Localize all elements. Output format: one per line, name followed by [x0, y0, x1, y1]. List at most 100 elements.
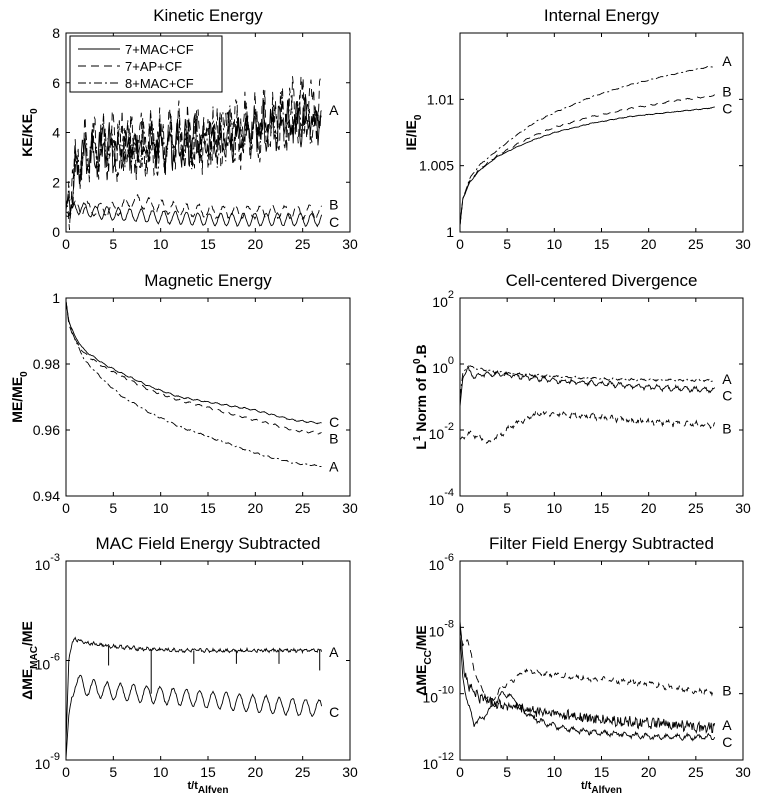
- curve-label-C: C: [722, 387, 732, 403]
- x-tick-label: 30: [735, 500, 751, 516]
- y-tick-label: 8: [52, 25, 60, 41]
- y-tick-label: 1: [446, 224, 454, 240]
- y-tick-label: 2: [52, 174, 60, 190]
- x-tick-label: 20: [248, 236, 264, 252]
- chart-title: Filter Field Energy Subtracted: [489, 534, 714, 553]
- curve-label-B: B: [329, 197, 338, 213]
- curve-label-A: A: [722, 53, 732, 69]
- curve-label-B: B: [722, 420, 731, 436]
- legend-label: 7+AP+CF: [125, 59, 182, 74]
- y-tick-label: 10-8: [429, 618, 454, 639]
- x-axis-label: t/tAlfven: [188, 780, 229, 795]
- series-A-line: [66, 87, 323, 210]
- y-tick-label: 0.96: [33, 422, 60, 438]
- x-tick-label: 20: [248, 500, 264, 516]
- series-A-line: [66, 636, 323, 744]
- y-tick-label: 1: [52, 290, 60, 306]
- x-tick-label: 30: [342, 500, 358, 516]
- x-tick-label: 20: [641, 764, 657, 780]
- panel-2: Internal Energy 0 5 10 15 20 25 30 1 1.005 1.01IE/…: [403, 6, 751, 252]
- curve-label-B: B: [722, 83, 731, 99]
- y-axis-label: L1 Norm of D0.B: [412, 344, 429, 449]
- plot-frame: [459, 560, 744, 761]
- chart-title: Internal Energy: [544, 6, 660, 25]
- x-tick-label: 5: [109, 500, 117, 516]
- series-C-line: [460, 633, 716, 742]
- series-C-line: [66, 674, 323, 759]
- x-tick-label: 5: [109, 236, 117, 252]
- y-tick-label: 100: [432, 355, 454, 376]
- legend-label: 7+MAC+CF: [125, 42, 194, 57]
- x-tick-label: 30: [342, 764, 358, 780]
- x-tick-label: 25: [688, 500, 704, 516]
- series-C-line: [66, 202, 323, 228]
- curve-label-A: A: [722, 717, 732, 733]
- curve-label-C: C: [722, 101, 732, 117]
- panel-5: MAC Field Energy Subtracted 0 5 10 15 20 25 30 1…: [19, 534, 358, 795]
- x-tick-label: 30: [735, 764, 751, 780]
- y-tick-label: 10-9: [35, 751, 60, 772]
- x-tick-label: 30: [342, 236, 358, 252]
- y-tick-label: 0.94: [33, 488, 60, 504]
- x-tick-label: 15: [594, 764, 610, 780]
- x-tick-label: 15: [594, 500, 610, 516]
- x-tick-label: 5: [503, 236, 511, 252]
- y-axis-label: ΔMECC/ME: [413, 625, 434, 695]
- y-tick-label: 0.98: [33, 356, 60, 372]
- legend-label: 8+MAC+CF: [125, 76, 194, 91]
- x-tick-label: 5: [503, 500, 511, 516]
- series-C-line: [460, 366, 716, 407]
- x-tick-label: 15: [200, 764, 216, 780]
- curve-label-C: C: [722, 734, 732, 750]
- y-tick-label: 102: [432, 289, 454, 310]
- series-B-line: [66, 194, 322, 221]
- curve-label-A: A: [329, 102, 339, 118]
- y-tick-label: 10-4: [429, 487, 454, 508]
- series-A-line: [460, 65, 715, 226]
- x-tick-label: 5: [109, 764, 117, 780]
- series-B-line: [460, 408, 716, 444]
- x-tick-label: 20: [248, 764, 264, 780]
- x-tick-label: 15: [200, 236, 216, 252]
- panel-1: Kinetic Energy 0 5 10 15 20 25 30 0 2 4 6 8 KE/KE0 A BC…: [19, 6, 358, 252]
- y-tick-label: 4: [52, 125, 60, 141]
- x-tick-label: 25: [688, 764, 704, 780]
- y-tick-label: 10-2: [429, 421, 454, 442]
- chart-title: Cell-centered Divergence: [506, 271, 698, 290]
- x-tick-label: 30: [735, 236, 751, 252]
- series-B-line: [460, 627, 715, 702]
- y-tick-label: 10-3: [35, 552, 60, 573]
- series-A-line: [460, 620, 716, 735]
- legend: 7+MAC+CF 7+AP+CF 8+MAC+CF: [69, 35, 223, 93]
- x-axis-label: t/tAlfven: [581, 780, 622, 795]
- chart-title: MAC Field Energy Subtracted: [96, 534, 321, 553]
- curve-label-C: C: [329, 214, 339, 230]
- plot-frame: [65, 297, 351, 497]
- y-tick-label: 1.005: [419, 158, 454, 174]
- chart-title: Kinetic Energy: [153, 6, 263, 25]
- x-tick-label: 0: [62, 764, 70, 780]
- x-tick-label: 20: [641, 236, 657, 252]
- x-tick-label: 15: [594, 236, 610, 252]
- y-tick-label: 10-6: [429, 552, 454, 573]
- x-tick-label: 20: [641, 500, 657, 516]
- series-C-line: [66, 301, 322, 425]
- y-tick-label: 1.01: [427, 91, 454, 107]
- x-tick-label: 0: [456, 764, 464, 780]
- y-tick-label: 10-10: [423, 685, 454, 706]
- curve-label-A: A: [329, 458, 339, 474]
- panel-4: Cell-centered Divergence 0 5 10 15 20 25 30 10-4…: [412, 271, 751, 516]
- y-axis-label: IE/IE0: [403, 114, 424, 150]
- plot-frame: [459, 32, 744, 233]
- x-tick-label: 15: [200, 500, 216, 516]
- series-A-line: [66, 94, 322, 219]
- curve-label-A: A: [329, 644, 339, 660]
- x-tick-label: 10: [547, 236, 563, 252]
- series-C-line: [460, 106, 715, 226]
- panel-3: Magnetic Energy 0 5 10 15 20 25 30 0.94 0.96 0.98 1…: [9, 271, 358, 516]
- x-tick-label: 25: [295, 500, 311, 516]
- x-tick-label: 25: [688, 236, 704, 252]
- x-tick-label: 10: [153, 764, 169, 780]
- panel-6: Filter Field Energy Subtracted 0 5 10 15 20 25…: [413, 534, 751, 795]
- x-tick-label: 25: [295, 236, 311, 252]
